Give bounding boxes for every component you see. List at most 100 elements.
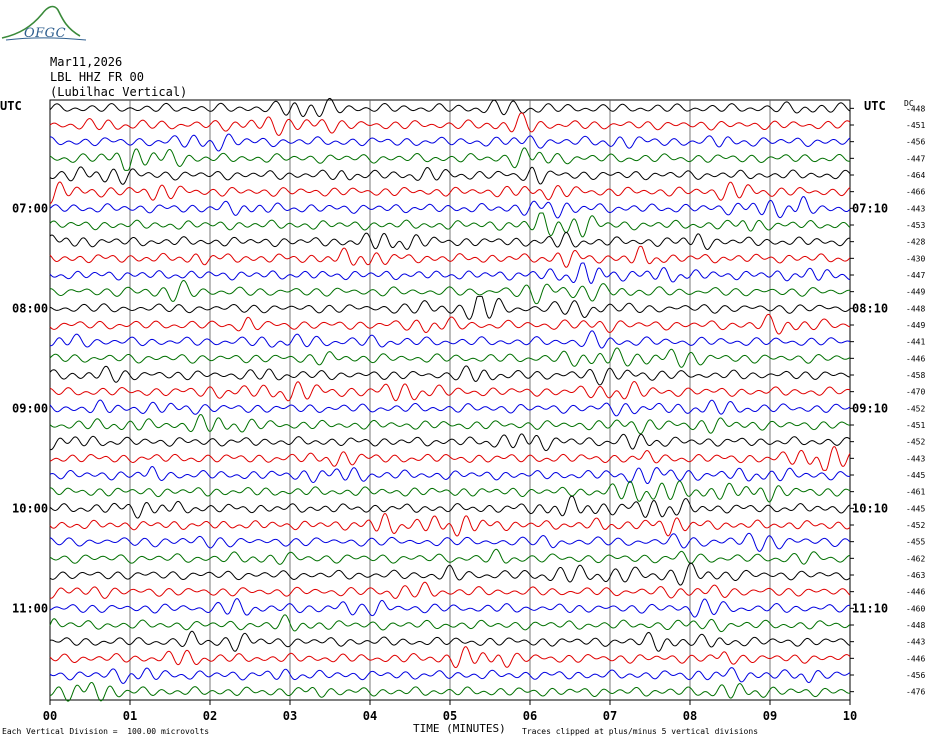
dc-offset-label: -452 [906, 521, 925, 530]
seismic-trace [49, 681, 851, 702]
dc-offset-label: -445 [906, 504, 925, 513]
x-tick-label: 08 [683, 709, 697, 723]
seismic-trace [49, 147, 851, 171]
dc-offset-label: -446 [906, 354, 925, 363]
seismic-trace [49, 112, 851, 136]
dc-header: DC [904, 99, 914, 108]
dc-offset-label: -443 [906, 638, 925, 647]
dc-offset-label: -430 [906, 254, 925, 263]
dc-offset-label: -448 [906, 304, 925, 313]
dc-offset-label: -463 [906, 571, 925, 580]
left-utc-header: UTC [0, 99, 22, 113]
dc-offset-label: -449 [906, 288, 925, 297]
right-hour-label: 09:10 [852, 401, 888, 415]
dc-offset-label: -476 [906, 688, 925, 697]
seismic-trace [49, 630, 851, 652]
dc-offset-label: -447 [906, 154, 925, 163]
dc-offset-label: -451 [906, 121, 925, 130]
x-tick-label: 00 [43, 709, 57, 723]
seismic-trace [49, 166, 851, 185]
seismic-trace [49, 581, 851, 599]
ofgc-logo [1, 5, 87, 41]
dc-offset-label: -441 [906, 338, 925, 347]
dc-offset-label: -466 [906, 188, 925, 197]
seismic-trace [49, 313, 851, 335]
dc-offset-label: -443 [906, 454, 925, 463]
station-label: LBL HHZ FR 00 [50, 70, 144, 84]
seismic-trace [49, 245, 851, 268]
left-hour-label: 11:00 [12, 601, 48, 615]
x-tick-label: 09 [763, 709, 777, 723]
dc-offset-label: -458 [906, 371, 925, 380]
dc-offset-label: -446 [906, 654, 925, 663]
dc-offset-label: -448 [906, 104, 925, 113]
dc-offset-label: -456 [906, 671, 925, 680]
right-hour-label: 11:10 [852, 601, 888, 615]
seismic-trace [49, 399, 851, 417]
dc-offset-label: -428 [906, 238, 925, 247]
seismic-trace [49, 562, 851, 586]
seismic-trace [49, 279, 851, 305]
logo-text: OFGC [24, 26, 67, 41]
dc-offset-label: -446 [906, 588, 925, 597]
seismic-trace [49, 181, 851, 205]
seismic-trace [49, 445, 851, 471]
seismic-trace [49, 330, 851, 349]
x-tick-label: 03 [283, 709, 297, 723]
x-tick-label: 02 [203, 709, 217, 723]
seismic-trace [49, 413, 851, 435]
seismic-trace [49, 347, 851, 368]
date-label: Mar11,2026 [50, 55, 123, 69]
x-tick-label: 05 [443, 709, 457, 723]
left-hour-label: 09:00 [12, 401, 48, 415]
dc-offset-label: -448 [906, 621, 925, 630]
right-hour-label: 10:10 [852, 501, 888, 515]
seismic-trace [49, 667, 851, 684]
dc-offset-label: -461 [906, 488, 925, 497]
x-axis-title: TIME (MINUTES) [413, 722, 506, 735]
dc-offset-label: -456 [906, 138, 925, 147]
seismic-trace [49, 646, 851, 669]
seismic-trace [49, 231, 851, 250]
right-hour-label: 07:10 [852, 201, 888, 215]
seismic-trace [49, 433, 851, 452]
dc-offset-label: -449 [906, 321, 925, 330]
x-tick-label: 06 [523, 709, 537, 723]
x-tick-label: 04 [363, 709, 377, 723]
left-hour-label: 07:00 [12, 201, 48, 215]
seismic-trace [49, 196, 851, 219]
dc-offset-label: -443 [906, 204, 925, 213]
location-label: (Lubilhac Vertical) [50, 85, 188, 99]
seismic-trace [49, 614, 851, 633]
seismic-trace [49, 133, 851, 152]
dc-offset-label: -460 [906, 604, 925, 613]
x-tick-label: 01 [123, 709, 137, 723]
right-utc-header: UTC [864, 99, 886, 113]
clipping-note: Traces clipped at plus/minus 5 vertical … [522, 727, 759, 736]
dc-offset-label: -452 [906, 404, 925, 413]
right-hour-label: 08:10 [852, 301, 888, 315]
dc-offset-label: -445 [906, 471, 925, 480]
seismic-trace [49, 548, 851, 565]
seismic-trace [49, 465, 851, 484]
seismic-trace [49, 532, 851, 552]
left-hour-label: 10:00 [12, 501, 48, 515]
x-tick-label: 07 [603, 709, 617, 723]
seismic-trace [49, 512, 851, 537]
seismic-trace [49, 480, 851, 503]
dc-offset-label: -464 [906, 171, 925, 180]
dc-offset-label: -452 [906, 438, 925, 447]
dc-offset-label: -455 [906, 538, 925, 547]
seismic-trace [49, 380, 851, 402]
dc-offset-label: -453 [906, 221, 925, 230]
x-tick-label: 10 [843, 709, 857, 723]
seismic-trace [49, 97, 851, 118]
dc-offset-label: -451 [906, 421, 925, 430]
seismic-trace [49, 212, 851, 238]
vertical-division-note: Each Vertical Division = 100.00 microvol… [2, 727, 210, 736]
dc-offset-label: -470 [906, 388, 925, 397]
dc-offset-label: -447 [906, 271, 925, 280]
seismic-trace [49, 365, 851, 386]
